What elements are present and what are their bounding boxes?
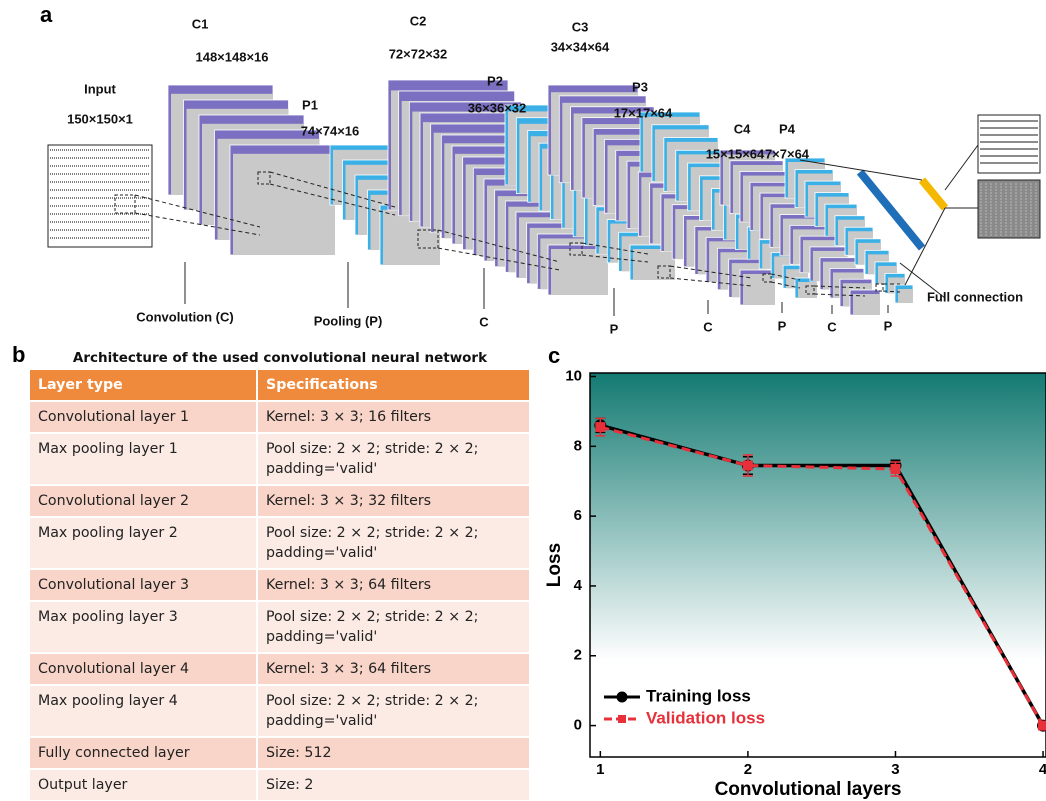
layer-name: C2 <box>410 13 427 28</box>
table-cell: Pool size: 2 × 2; stride: 2 × 2; padding… <box>257 433 530 485</box>
layer-name: P2 <box>487 73 503 88</box>
table-cell: Max pooling layer 2 <box>30 517 257 569</box>
x-tick-label: 1 <box>596 761 604 778</box>
point-marker <box>1038 721 1046 731</box>
operation-label: Pooling (P) <box>314 313 383 328</box>
feature-map-face <box>898 289 913 303</box>
legend-marker <box>618 715 626 723</box>
table-cell: Kernel: 3 × 3; 32 filters <box>257 485 530 517</box>
connection-line <box>905 208 945 285</box>
table-cell: Size: 2 <box>257 769 530 800</box>
point-marker <box>595 422 605 432</box>
layer-size: 148×148×16 <box>195 49 268 64</box>
header-cell: Layer type <box>30 370 257 401</box>
x-tick-label: 2 <box>744 761 752 778</box>
layer-name: P4 <box>779 121 796 136</box>
table-cell: Kernel: 3 × 3; 64 filters <box>257 569 530 601</box>
table-cell: Kernel: 3 × 3; 16 filters <box>257 401 530 433</box>
layer-name: Input <box>84 81 116 96</box>
panel-label: a <box>40 2 53 27</box>
panel-label: c <box>548 343 560 368</box>
table-cell: Max pooling layer 4 <box>30 685 257 737</box>
table-cell: Output layer <box>30 769 257 800</box>
y-tick-label: 10 <box>565 367 582 384</box>
input-image <box>48 145 152 247</box>
connection-line <box>945 145 978 190</box>
operation-label: P <box>884 318 893 333</box>
table-cell: Size: 512 <box>257 737 530 769</box>
legend-label: Training loss <box>646 686 751 705</box>
y-tick-label: 6 <box>574 507 582 524</box>
layer-size: 150×150×1 <box>67 111 133 126</box>
operation-label: Convolution (C) <box>136 309 233 324</box>
architecture-table: Architecture of the used convolutional n… <box>30 346 530 800</box>
layer-size: 34×34×64 <box>551 39 610 54</box>
layer-name: P1 <box>302 97 318 112</box>
legend-marker <box>617 692 628 703</box>
header-cell: Specifications <box>257 370 530 401</box>
layer-size: 74×74×16 <box>301 123 360 138</box>
table-title: Architecture of the used convolutional n… <box>30 346 530 370</box>
layer-name: C4 <box>734 121 751 136</box>
y-tick-label: 2 <box>574 647 582 664</box>
operation-label: P <box>778 318 787 333</box>
table-cell: Pool size: 2 × 2; stride: 2 × 2; padding… <box>257 601 530 653</box>
y-tick-label: 8 <box>574 437 582 454</box>
layer-size: 15×15×64 <box>706 146 765 161</box>
figure: a b c Input150×150×1C1148×148×16P174×74×… <box>0 0 1046 801</box>
table: Layer type Specifications Convolutional … <box>30 370 531 800</box>
table-cell: Pool size: 2 × 2; stride: 2 × 2; padding… <box>257 517 530 569</box>
feature-map-face <box>633 249 675 280</box>
legend-label: Validation loss <box>646 708 765 727</box>
layer-name: C1 <box>192 16 209 31</box>
operation-label: C <box>479 314 489 329</box>
table-cell: Max pooling layer 3 <box>30 601 257 653</box>
x-tick-label: 3 <box>891 761 899 778</box>
table-cell: Fully connected layer <box>30 737 257 769</box>
table-cell: Convolutional layer 4 <box>30 653 257 685</box>
feature-map-face <box>233 154 335 255</box>
table-cell: Convolutional layer 3 <box>30 569 257 601</box>
layer-size: 7×7×64 <box>765 146 810 161</box>
point-marker <box>743 461 753 471</box>
operation-label: C <box>703 319 713 334</box>
operation-label: C <box>827 319 837 334</box>
panel-label: b <box>12 342 25 367</box>
table-cell: Convolutional layer 1 <box>30 401 257 433</box>
y-tick-label: 0 <box>574 717 582 734</box>
table-cell: Kernel: 3 × 3; 64 filters <box>257 653 530 685</box>
x-axis-label: Convolutional layers <box>715 779 902 800</box>
table-cell: Max pooling layer 1 <box>30 433 257 485</box>
operation-label: P <box>610 321 619 336</box>
table-cell: Convolutional layer 2 <box>30 485 257 517</box>
output-label: Full connection <box>927 289 1023 304</box>
layer-name: C3 <box>572 19 589 34</box>
feature-map-face <box>551 249 608 295</box>
x-tick-label: 4 <box>1039 761 1046 778</box>
output-layer <box>922 180 945 208</box>
feature-map-face <box>853 294 880 315</box>
layer-size: 72×72×32 <box>389 46 448 61</box>
table-row: Convolutional layer 1Kernel: 3 × 3; 16 f… <box>30 401 530 433</box>
layer-name: P3 <box>632 79 648 94</box>
layer-size: 36×36×32 <box>468 100 527 115</box>
point-marker <box>890 464 900 474</box>
layer-size: 17×17×64 <box>614 105 673 120</box>
header-row: Layer type Specifications <box>30 370 530 401</box>
feature-map-face <box>743 274 775 305</box>
y-tick-label: 4 <box>574 577 583 594</box>
y-axis-label: Loss <box>544 543 565 587</box>
table-cell: Pool size: 2 × 2; stride: 2 × 2; padding… <box>257 685 530 737</box>
output-image <box>978 115 1040 173</box>
